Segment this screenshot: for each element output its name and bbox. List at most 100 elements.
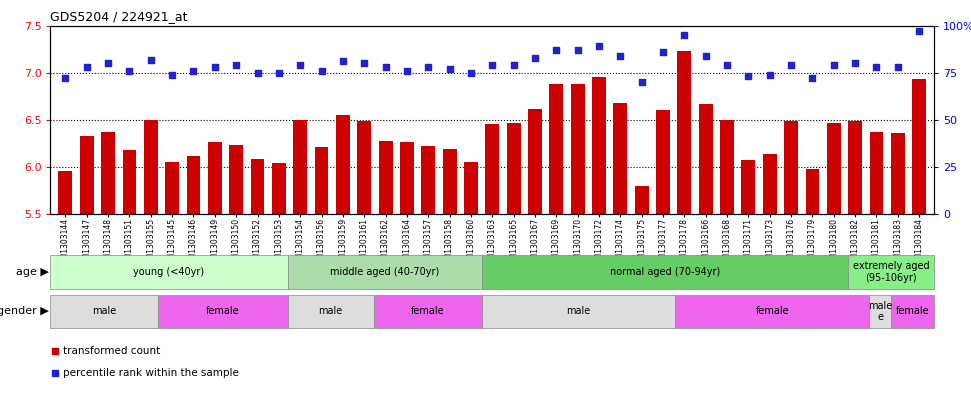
Bar: [482, 295, 676, 328]
Bar: [80, 136, 94, 214]
Point: [527, 55, 543, 61]
Bar: [785, 121, 798, 214]
Bar: [122, 150, 136, 214]
Text: age ▶: age ▶: [16, 267, 49, 277]
Point: [912, 28, 927, 34]
Text: gender ▶: gender ▶: [0, 307, 49, 316]
Bar: [443, 149, 456, 214]
Bar: [464, 162, 478, 214]
Point: [48, 348, 63, 354]
Bar: [678, 51, 691, 214]
Text: GDS5204 / 224921_at: GDS5204 / 224921_at: [50, 10, 188, 23]
Bar: [357, 121, 371, 214]
Point: [826, 62, 842, 68]
Bar: [635, 186, 649, 214]
Point: [591, 43, 607, 50]
Bar: [315, 147, 328, 214]
Bar: [486, 124, 499, 214]
Text: female: female: [411, 307, 445, 316]
Text: young (<40yr): young (<40yr): [133, 267, 205, 277]
Bar: [400, 141, 414, 214]
Bar: [763, 154, 777, 214]
Bar: [158, 295, 287, 328]
Text: percentile rank within the sample: percentile rank within the sample: [63, 368, 239, 378]
Bar: [592, 77, 606, 214]
Point: [720, 62, 735, 68]
Point: [378, 64, 393, 70]
Point: [79, 64, 94, 70]
Bar: [482, 255, 848, 289]
Point: [869, 64, 885, 70]
Bar: [614, 103, 627, 214]
Bar: [374, 295, 482, 328]
Bar: [550, 84, 563, 214]
Point: [784, 62, 799, 68]
Text: male: male: [318, 307, 343, 316]
Text: male
e: male e: [868, 301, 892, 322]
Bar: [827, 123, 841, 214]
Text: normal aged (70-94yr): normal aged (70-94yr): [610, 267, 720, 277]
Point: [613, 53, 628, 59]
Bar: [272, 163, 285, 214]
Point: [250, 70, 265, 76]
Text: transformed count: transformed count: [63, 346, 160, 356]
Text: female: female: [206, 307, 240, 316]
Point: [698, 53, 714, 59]
Point: [271, 70, 286, 76]
Bar: [208, 141, 221, 214]
Point: [848, 60, 863, 66]
Bar: [50, 295, 158, 328]
Bar: [849, 121, 862, 214]
Point: [100, 60, 116, 66]
Point: [57, 75, 73, 81]
Bar: [528, 108, 542, 214]
Bar: [229, 145, 243, 214]
Bar: [890, 133, 905, 214]
Bar: [656, 110, 670, 214]
Point: [805, 75, 820, 81]
Point: [207, 64, 222, 70]
Point: [570, 47, 586, 53]
Bar: [101, 132, 115, 214]
Point: [399, 68, 415, 74]
Point: [420, 64, 436, 70]
Text: female: female: [895, 307, 929, 316]
Point: [506, 62, 521, 68]
Point: [228, 62, 244, 68]
Bar: [165, 162, 179, 214]
Point: [164, 72, 180, 78]
Point: [655, 49, 671, 55]
Bar: [848, 255, 934, 289]
Text: male: male: [566, 307, 590, 316]
Text: male: male: [92, 307, 117, 316]
Bar: [699, 104, 713, 214]
Point: [634, 79, 650, 85]
Bar: [869, 295, 891, 328]
Point: [890, 64, 906, 70]
Point: [463, 70, 479, 76]
Bar: [742, 160, 755, 214]
Bar: [287, 295, 374, 328]
Point: [292, 62, 308, 68]
Point: [485, 62, 500, 68]
Point: [677, 32, 692, 38]
Bar: [293, 120, 307, 214]
Point: [335, 58, 351, 64]
Point: [48, 370, 63, 376]
Bar: [251, 160, 264, 214]
Point: [762, 72, 778, 78]
Bar: [186, 156, 200, 214]
Point: [185, 68, 201, 74]
Point: [356, 60, 372, 66]
Point: [143, 56, 158, 62]
Bar: [144, 120, 157, 214]
Bar: [50, 255, 287, 289]
Bar: [676, 295, 869, 328]
Bar: [379, 141, 392, 214]
Bar: [336, 115, 350, 214]
Bar: [806, 169, 820, 214]
Point: [314, 68, 329, 74]
Text: middle aged (40-70yr): middle aged (40-70yr): [330, 267, 439, 277]
Bar: [571, 84, 585, 214]
Bar: [720, 120, 734, 214]
